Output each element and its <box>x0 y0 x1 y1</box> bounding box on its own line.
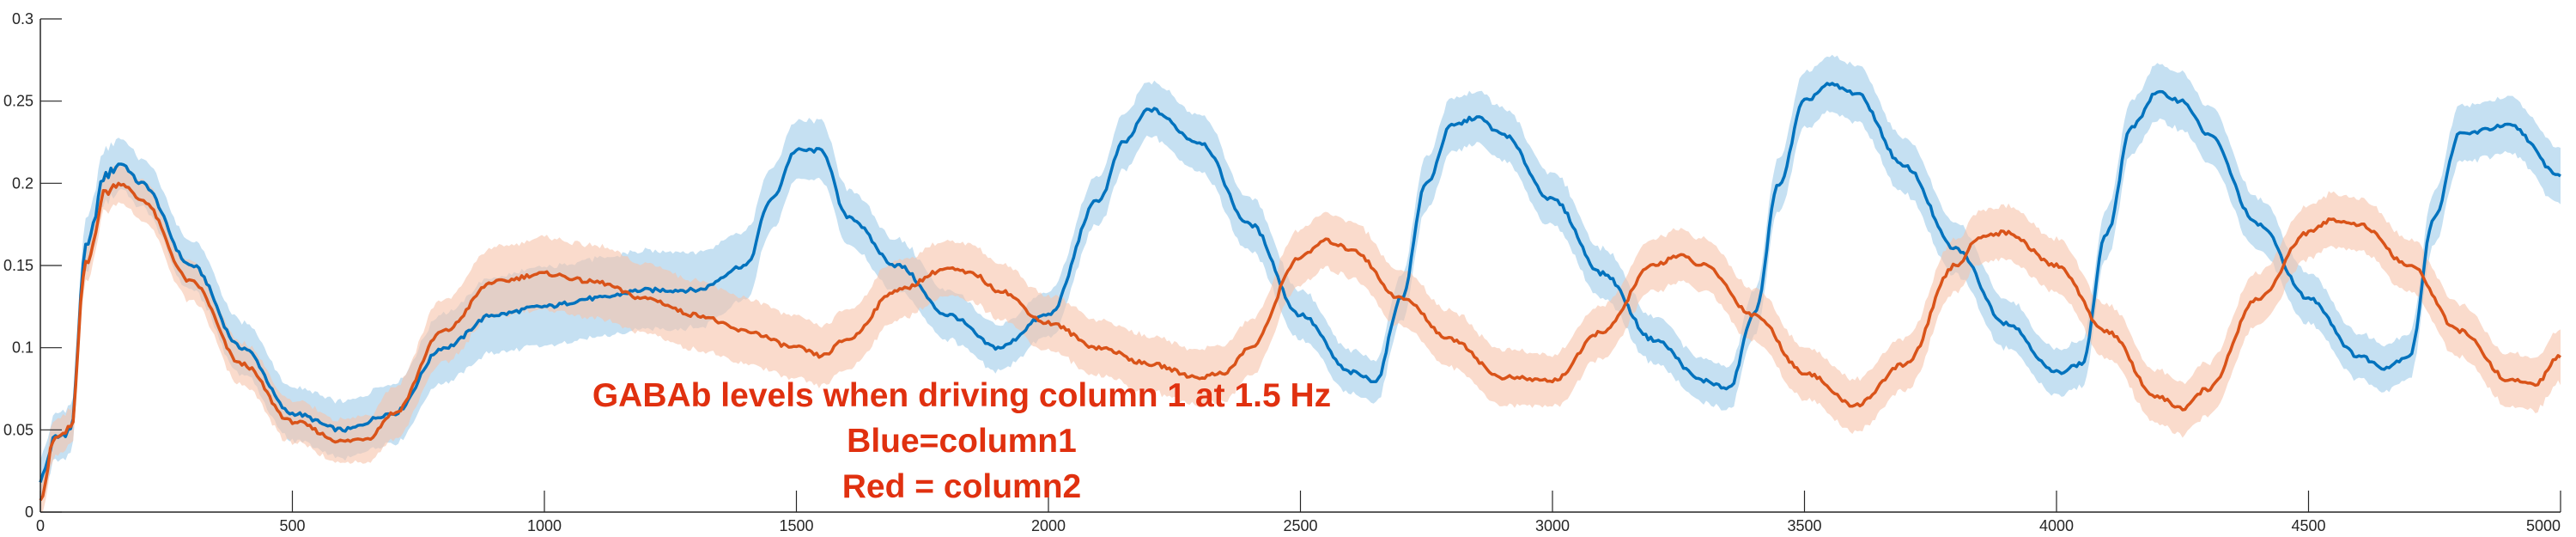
annotation-line-1: GABAb levels when driving column 1 at 1.… <box>592 377 1331 414</box>
x-tick-label: 4000 <box>2039 517 2074 534</box>
y-tick-label: 0.25 <box>3 93 33 110</box>
annotation-line-3: Red = column2 <box>842 468 1081 505</box>
x-tick-label: 4500 <box>2291 517 2325 534</box>
y-tick-label: 0.05 <box>3 421 33 438</box>
y-tick-label: 0 <box>25 503 33 521</box>
series-line-1 <box>39 82 2561 483</box>
x-tick-label: 1500 <box>779 517 813 534</box>
confidence-bands <box>40 54 2561 512</box>
chart-annotation: GABAb levels when driving column 1 at 1.… <box>592 377 1331 505</box>
y-tick-label: 0.1 <box>12 339 33 357</box>
y-tick-label: 0.2 <box>12 174 33 192</box>
y-tick-label: 0.15 <box>3 257 33 274</box>
x-tick-label: 3500 <box>1787 517 1821 534</box>
x-tick-label: 0 <box>36 517 45 534</box>
x-tick-label: 1000 <box>527 517 562 534</box>
series-line-2 <box>39 181 2561 502</box>
y-tick-label: 0.3 <box>12 10 33 27</box>
x-tick-label: 500 <box>279 517 305 534</box>
x-tick-label: 5000 <box>2526 517 2561 534</box>
confidence-band-2 <box>40 164 2561 512</box>
x-tick-label: 2500 <box>1283 517 1317 534</box>
x-tick-label: 2000 <box>1031 517 1066 534</box>
annotation-line-2: Blue=column1 <box>847 423 1077 460</box>
x-tick-label: 3000 <box>1535 517 1570 534</box>
series-lines <box>39 82 2561 502</box>
axes: 0 0.05 0.1 0.15 0.2 0.25 0.3 0 500 1000 1500 2000 25… <box>3 10 2561 534</box>
